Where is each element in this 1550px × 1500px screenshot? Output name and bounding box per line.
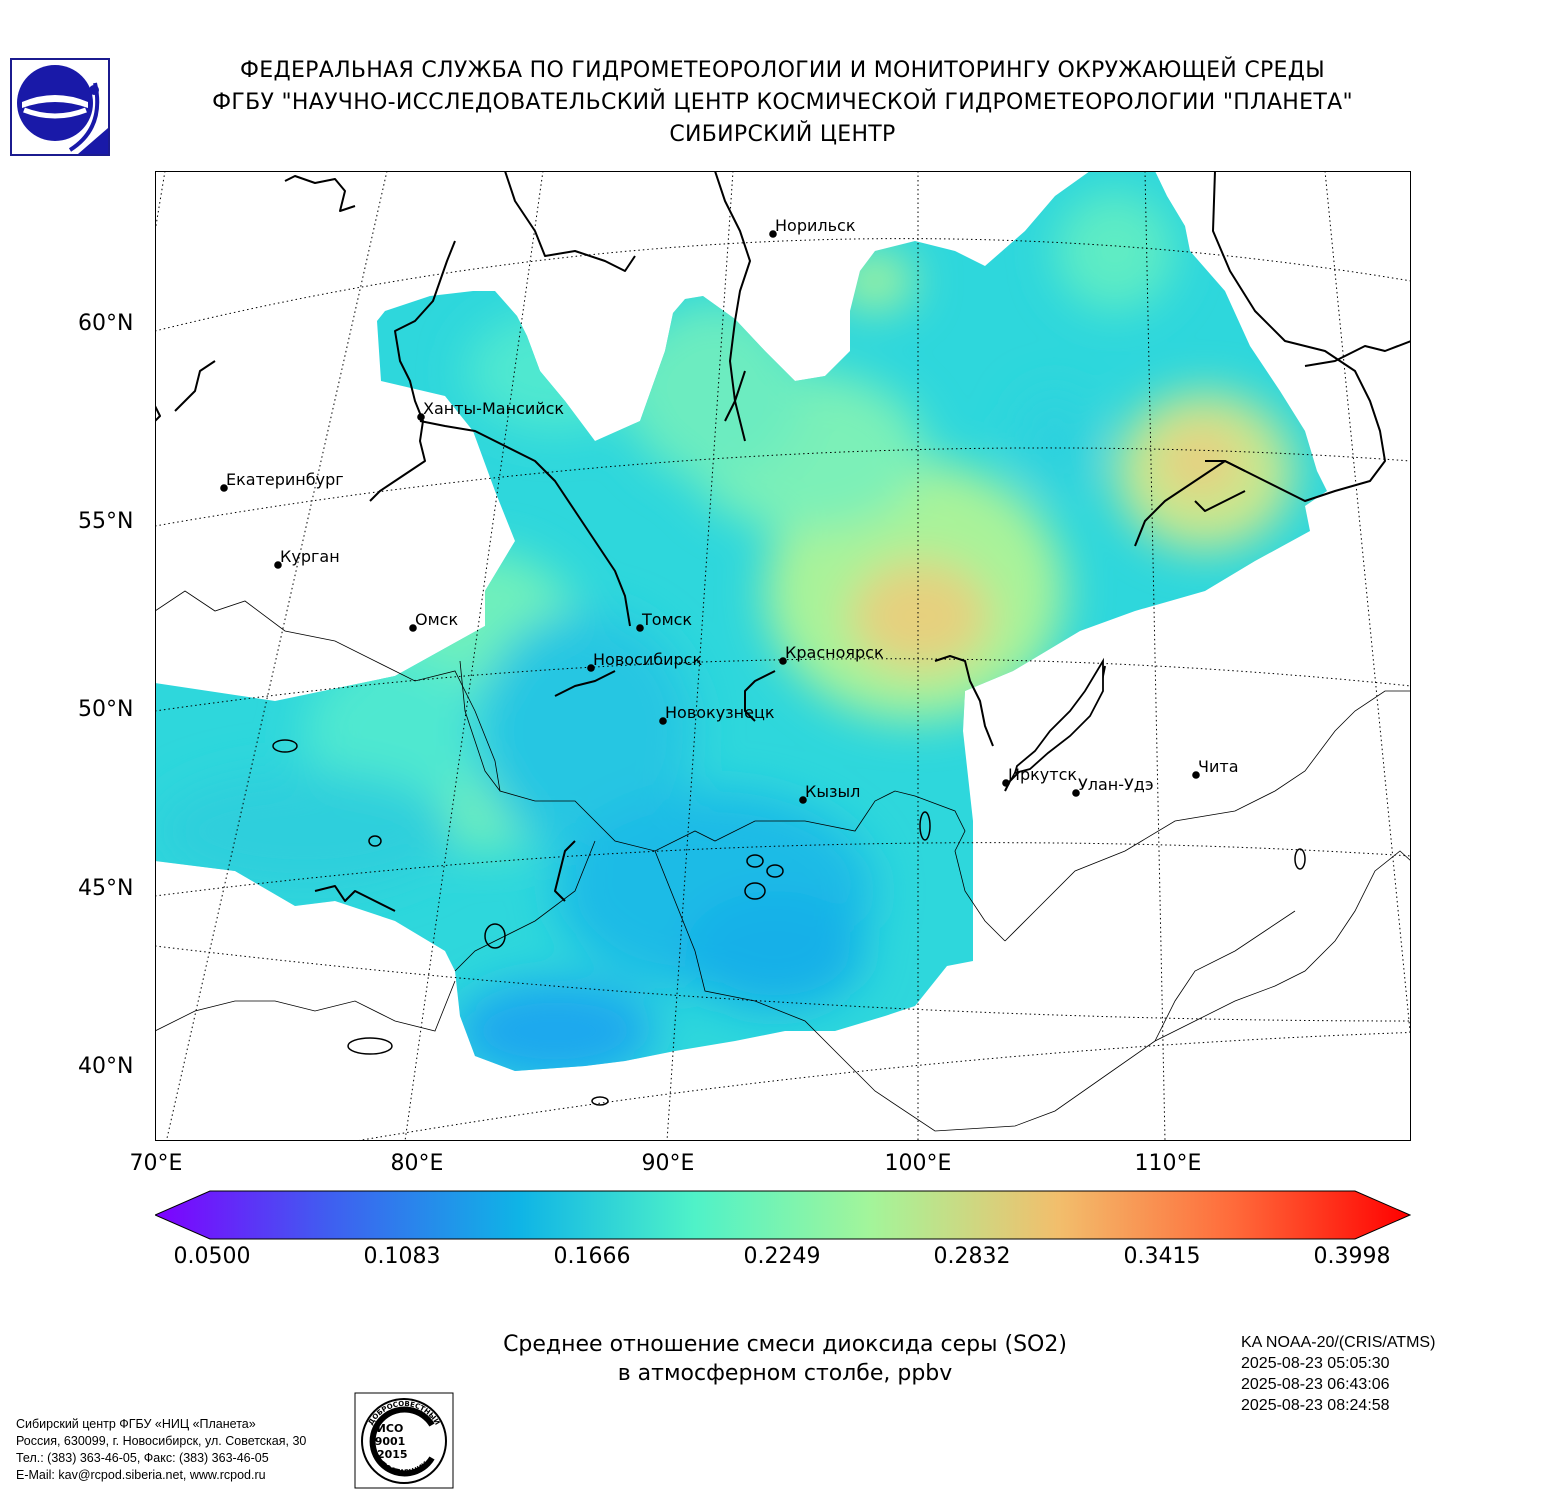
city-dot bbox=[779, 657, 787, 665]
city-markers: Норильск Ханты-Мансийск Екатеринбург Курган… bbox=[220, 216, 1239, 804]
pass-time-2: 2025-08-23 06:43:06 bbox=[1241, 1376, 1390, 1393]
city-label: Курган bbox=[280, 547, 340, 566]
product-title-line-2: в атмосферном столбе, ppbv bbox=[617, 1361, 953, 1386]
lon-label-70: 70°E bbox=[129, 1151, 183, 1176]
baikal-lake bbox=[1013, 657, 1104, 775]
iso-9001-badge: ДОБРОСОВЕСТНЫЙ ПОСТАВЩИК ИСО 9001 -2015 bbox=[354, 1392, 454, 1489]
iso-number: 9001 bbox=[375, 1435, 406, 1448]
colorbar-tick-5: 0.3415 bbox=[1123, 1244, 1201, 1269]
city-label: Омск bbox=[415, 610, 458, 629]
city-label: Кызыл bbox=[805, 782, 860, 801]
planeta-logo bbox=[10, 58, 110, 156]
lat-label-45: 45°N bbox=[78, 876, 134, 901]
colorbar-tick-3: 0.2249 bbox=[743, 1244, 821, 1269]
city-label: Улан-Удэ bbox=[1078, 775, 1154, 794]
iso-year: -2015 bbox=[372, 1448, 407, 1461]
footer-address: Россия, 630099, г. Новосибирск, ул. Сове… bbox=[16, 1434, 307, 1448]
lat-label-40: 40°N bbox=[78, 1054, 134, 1079]
footer-email: E-Mail: kav@rcpod.siberia.net, www.rcpod… bbox=[16, 1468, 266, 1482]
colorbar-tick-4: 0.2832 bbox=[933, 1244, 1011, 1269]
city-label: Ханты-Мансийск bbox=[423, 399, 564, 418]
city-label: Иркутск bbox=[1008, 765, 1077, 784]
city-label: Томск bbox=[641, 610, 692, 629]
city-dot bbox=[769, 230, 777, 238]
header-line-2: ФГБУ "НАУЧНО-ИССЛЕДОВАТЕЛЬСКИЙ ЦЕНТР КОС… bbox=[212, 90, 1353, 115]
city-dot bbox=[799, 796, 807, 804]
so2-map: Норильск Ханты-Мансийск Екатеринбург Курган… bbox=[155, 171, 1411, 1141]
lat-label-55: 55°N bbox=[78, 509, 134, 534]
city-dot bbox=[659, 717, 667, 725]
city-label: Новокузнецк bbox=[665, 703, 775, 722]
pass-time-3: 2025-08-23 08:24:58 bbox=[1241, 1397, 1390, 1414]
colorbar-tick-6: 0.3998 bbox=[1313, 1244, 1391, 1269]
satellite-label: KA NOAA-20/(CRIS/ATMS) bbox=[1241, 1334, 1436, 1351]
lon-label-90: 90°E bbox=[641, 1151, 695, 1176]
city-dot bbox=[417, 413, 425, 421]
footer-org: Сибирский центр ФГБУ «НИЦ «Планета» bbox=[16, 1417, 256, 1431]
city-dot bbox=[409, 624, 417, 632]
rivers-coast bbox=[155, 171, 1411, 912]
lon-label-100: 100°E bbox=[884, 1151, 952, 1176]
colorbar-tick-0: 0.0500 bbox=[173, 1244, 251, 1269]
lat-label-60: 60°N bbox=[78, 311, 134, 336]
lon-label-80: 80°E bbox=[390, 1151, 444, 1176]
city-dot bbox=[1192, 771, 1200, 779]
product-title-line-1: Среднее отношение смеси диоксида серы (S… bbox=[503, 1332, 1067, 1357]
header-line-3: СИБИРСКИЙ ЦЕНТР bbox=[669, 122, 896, 147]
city-label: Екатеринбург bbox=[226, 470, 344, 489]
city-dot bbox=[1072, 789, 1080, 797]
lon-label-110: 110°E bbox=[1134, 1151, 1202, 1176]
city-dot bbox=[274, 561, 282, 569]
city-label: Красноярск bbox=[785, 643, 884, 662]
colorbar bbox=[155, 1190, 1411, 1240]
city-label: Чита bbox=[1198, 757, 1239, 776]
pass-time-1: 2025-08-23 05:05:30 bbox=[1241, 1355, 1390, 1372]
city-dot bbox=[1002, 779, 1010, 787]
borders bbox=[155, 590, 1411, 1132]
city-label: Новосибирск bbox=[593, 650, 702, 669]
city-label: Норильск bbox=[775, 216, 856, 235]
footer-phone: Тел.: (383) 363-46-05, Факс: (383) 363-4… bbox=[16, 1451, 269, 1465]
header-line-1: ФЕДЕРАЛЬНАЯ СЛУЖБА ПО ГИДРОМЕТЕОРОЛОГИИ … bbox=[240, 58, 1325, 83]
city-dot bbox=[220, 484, 228, 492]
iso-name: ИСО bbox=[377, 1422, 404, 1435]
colorbar-tick-2: 0.1666 bbox=[553, 1244, 631, 1269]
lat-label-50: 50°N bbox=[78, 697, 134, 722]
colorbar-tick-1: 0.1083 bbox=[363, 1244, 441, 1269]
lakes bbox=[272, 739, 1306, 1106]
city-dot bbox=[636, 624, 644, 632]
city-dot bbox=[587, 664, 595, 672]
